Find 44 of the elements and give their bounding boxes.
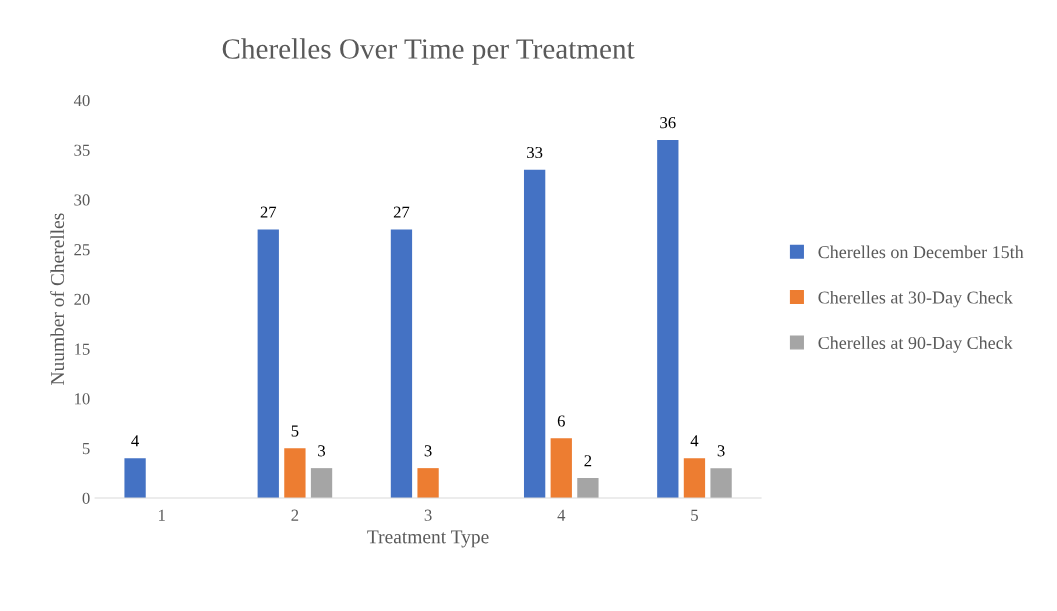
x-tick-label: 3: [424, 509, 432, 521]
y-tick-label: 25: [74, 244, 90, 256]
bar: [657, 139, 679, 498]
bar: [523, 169, 546, 498]
y-tick-label: 40: [73, 94, 90, 107]
y-tick-label: 15: [75, 343, 90, 355]
data-label: 36: [660, 117, 676, 129]
bar: [284, 448, 306, 498]
x-axis-title: Treatment Type: [367, 530, 489, 548]
y-tick-label: 0: [82, 492, 90, 504]
bar: [417, 468, 439, 498]
legend-label: Cherelles at 30-Day Check: [818, 290, 1013, 308]
y-tick-label: 30: [74, 194, 90, 206]
data-label: 5: [291, 425, 299, 437]
x-tick-label: 5: [691, 509, 698, 521]
data-label: 3: [424, 445, 432, 457]
data-label: 33: [527, 146, 543, 159]
data-label: 27: [393, 206, 410, 218]
data-label: 27: [260, 206, 277, 218]
y-tick-label: 5: [82, 443, 90, 455]
y-tick-label: 10: [75, 393, 90, 405]
x-tick-label: 2: [291, 509, 299, 521]
bar: [577, 478, 599, 498]
bar: [710, 468, 732, 498]
bar: [257, 229, 279, 498]
data-label: 4: [690, 435, 699, 447]
bar: [390, 229, 413, 498]
data-label: 4: [131, 435, 139, 447]
x-tick-label: 4: [557, 509, 566, 521]
bar: [550, 438, 572, 498]
bar: [683, 458, 706, 498]
data-label: 6: [557, 415, 565, 427]
bar: [124, 458, 146, 498]
legend-label: Cherelles on December 15th: [818, 245, 1024, 259]
data-label: 3: [318, 445, 326, 457]
bar: [310, 468, 333, 498]
y-tick-label: 35: [74, 144, 90, 156]
chart-title: Cherelles Over Time per Treatment: [222, 38, 635, 65]
y-axis-title: Nuumber of Cherelles: [50, 213, 65, 385]
y-tick-label: 20: [74, 293, 90, 306]
x-tick-label: 1: [159, 509, 165, 521]
legend-label: Cherelles at 90-Day Check: [818, 336, 1013, 353]
data-label: 3: [717, 445, 725, 457]
data-label: 2: [584, 455, 592, 467]
